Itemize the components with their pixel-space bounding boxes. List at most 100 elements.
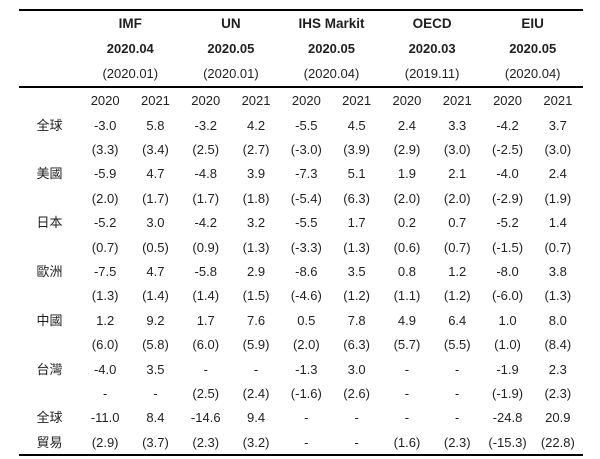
current-value-cell: 9.2 bbox=[146, 312, 165, 328]
current-value-cell: 3.9 bbox=[247, 166, 266, 182]
current-value-cell: 2.3 bbox=[548, 361, 567, 377]
region-previous-row: (0.7) (0.5) (0.9) (1.3) (-3.3) (1.3) (0.6) (0.7… bbox=[19, 235, 583, 259]
region-label: 美國 bbox=[36, 166, 63, 182]
previous-date-row: (2020.01) (2020.01) (2020.04) (2019.11) (202… bbox=[19, 61, 583, 88]
previous-value-cell: (0.5) bbox=[142, 239, 169, 255]
previous-value-cell: (1.8) bbox=[242, 190, 270, 206]
previous-value-cell: (-1.6) bbox=[290, 385, 322, 401]
current-value-cell: 4.7 bbox=[146, 166, 165, 182]
year-header: 2020 bbox=[90, 93, 120, 108]
previous-value-cell: (0.9) bbox=[192, 239, 220, 255]
previous-value-cell: (2.0) bbox=[393, 190, 421, 206]
previous-value-cell: - bbox=[455, 385, 460, 401]
previous-value-cell: (-4.6) bbox=[290, 288, 322, 304]
current-value-cell: -8.0 bbox=[496, 264, 519, 280]
current-value-cell: 2.4 bbox=[548, 166, 567, 182]
current-value-cell: 7.8 bbox=[347, 312, 366, 328]
previous-value-cell: (1.2) bbox=[343, 288, 370, 304]
previous-value-cell: (8.4) bbox=[544, 337, 572, 353]
previous-value-cell: (2.7) bbox=[242, 142, 270, 158]
previous-value-cell: (-1.9) bbox=[491, 385, 524, 401]
year-header: 2020 bbox=[191, 93, 221, 108]
previous-value-cell: (-5.4) bbox=[290, 190, 322, 206]
forecast-date: 2020.05 bbox=[307, 41, 355, 56]
previous-date: (2020.04) bbox=[482, 61, 583, 88]
previous-value-cell: (1.9) bbox=[544, 190, 572, 206]
current-value-cell: -4.0 bbox=[93, 361, 117, 377]
previous-value-cell: (1.3) bbox=[91, 288, 119, 304]
previous-value-cell: (2.9) bbox=[91, 434, 119, 450]
current-value-cell: 7.6 bbox=[247, 312, 266, 328]
current-value-cell: - bbox=[253, 361, 259, 377]
region-previous-row: (2.0) (1.7) (1.7) (1.8) (-5.4) (6.3) (2.0) (2.0… bbox=[19, 186, 583, 210]
org-name: UN bbox=[221, 15, 241, 31]
previous-value-cell: (1.0) bbox=[494, 337, 521, 353]
table-body: 全球 -3.0 5.8 -3.2 4.2 -5.5 4.5 2.4 3.3 -4.2 3.7 (3.3… bbox=[19, 113, 583, 455]
forecast-date: 2020.05 bbox=[207, 41, 255, 56]
previous-value-cell: - bbox=[304, 434, 309, 450]
previous-value-cell: (2.9) bbox=[393, 142, 421, 158]
previous-value-cell: (2.3) bbox=[192, 434, 220, 450]
forecast-date-row: 2020.04 2020.05 2020.05 2020.03 2020.05 bbox=[19, 36, 583, 61]
current-value-cell: -4.0 bbox=[496, 166, 519, 182]
previous-value-cell: (22.8) bbox=[540, 434, 575, 450]
region-label-line2 bbox=[19, 235, 80, 259]
current-value-cell: 6.4 bbox=[448, 312, 467, 328]
region-previous-row: 貿易 (2.9) (3.7) (2.3) (3.2) - - (1.6) (2.3) (-15.3… bbox=[19, 430, 583, 455]
table-header: IMF UN IHS Markit OECD EIU 2020.04 2020.05 2020… bbox=[19, 10, 583, 113]
region-label-line2 bbox=[19, 137, 80, 161]
current-value-cell: - bbox=[354, 410, 359, 426]
current-value-cell: -11.0 bbox=[90, 410, 120, 426]
current-value-cell: 3.0 bbox=[146, 215, 165, 231]
region-label-line2 bbox=[19, 333, 80, 357]
previous-value-cell: (-2.9) bbox=[491, 190, 524, 206]
region-current-row: 歐洲 -7.5 4.7 -5.8 2.9 -8.6 3.5 0.8 1.2 -8.0 3.8 bbox=[19, 259, 583, 283]
previous-value-cell: (2.0) bbox=[443, 190, 471, 206]
previous-value-cell: (2.0) bbox=[91, 190, 119, 206]
current-value-cell: 4.9 bbox=[397, 312, 416, 328]
previous-value-cell: (6.3) bbox=[343, 337, 370, 353]
current-value-cell: 9.4 bbox=[247, 410, 266, 426]
previous-value-cell: (3.0) bbox=[544, 142, 572, 158]
corner-cell bbox=[19, 61, 80, 88]
current-value-cell: -14.6 bbox=[190, 410, 221, 426]
region-previous-row: (6.0) (5.8) (6.0) (5.9) (2.0) (6.3) (5.7) (5.5)… bbox=[19, 333, 583, 357]
current-value-cell: 4.5 bbox=[347, 117, 366, 133]
previous-date: (2020.04) bbox=[281, 61, 382, 88]
current-value-cell: -5.5 bbox=[295, 215, 318, 231]
previous-value-cell: (2.4) bbox=[242, 385, 270, 401]
previous-value-cell: (1.3) bbox=[343, 239, 370, 255]
current-value-cell: -8.6 bbox=[295, 264, 318, 280]
previous-value-cell: (1.4) bbox=[142, 288, 169, 304]
current-value-cell: 1.9 bbox=[397, 166, 416, 182]
current-value-cell: 2.4 bbox=[397, 117, 416, 133]
current-value-cell: 5.1 bbox=[347, 166, 366, 182]
previous-value-cell: (6.0) bbox=[91, 337, 119, 353]
previous-value-cell: (0.7) bbox=[544, 239, 572, 255]
current-value-cell: 3.2 bbox=[247, 215, 266, 231]
current-value-cell: 3.0 bbox=[347, 361, 366, 377]
current-value-cell: - bbox=[455, 361, 460, 377]
previous-value-cell: (-2.5) bbox=[491, 142, 524, 158]
previous-value-cell: (1.5) bbox=[242, 288, 270, 304]
current-value-cell: 1.2 bbox=[448, 264, 467, 280]
previous-value-cell: (2.3) bbox=[544, 385, 572, 401]
region-label: 全球 bbox=[36, 410, 63, 426]
previous-value-cell: (6.0) bbox=[192, 337, 220, 353]
region-label: 中國 bbox=[36, 312, 63, 328]
year-header: 2021 bbox=[140, 93, 170, 108]
current-value-cell: -24.8 bbox=[492, 410, 523, 426]
current-value-cell: - bbox=[203, 361, 208, 377]
previous-value-cell: (-3.0) bbox=[290, 142, 322, 158]
previous-date: (2019.11) bbox=[381, 61, 483, 88]
current-value-cell: 3.5 bbox=[347, 264, 366, 280]
year-header: 2020 bbox=[291, 93, 321, 108]
org-name: EIU bbox=[521, 15, 544, 31]
current-value-cell: -7.5 bbox=[93, 264, 117, 280]
previous-value-cell: - bbox=[404, 385, 410, 401]
current-value-cell: -5.2 bbox=[93, 215, 117, 231]
region-label: 台灣 bbox=[36, 361, 63, 377]
current-value-cell: 8.0 bbox=[548, 312, 567, 328]
current-value-cell: 3.8 bbox=[548, 264, 567, 280]
